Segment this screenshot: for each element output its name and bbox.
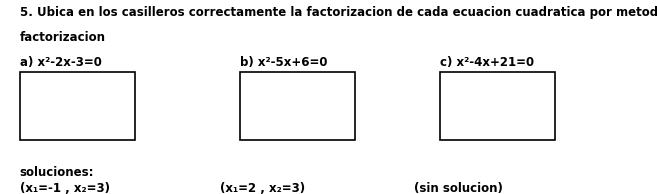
Text: c) x²-4x+21=0: c) x²-4x+21=0 [440,56,534,69]
Text: (x₁=-1 , x₂=3): (x₁=-1 , x₂=3) [20,182,110,194]
Text: (x₁=2 , x₂=3): (x₁=2 , x₂=3) [220,182,306,194]
Text: a) x²-2x-3=0: a) x²-2x-3=0 [20,56,102,69]
Text: 5. Ubica en los casilleros correctamente la factorizacion de cada ecuacion cuadr: 5. Ubica en los casilleros correctamente… [20,6,657,19]
Text: (sin solucion): (sin solucion) [414,182,503,194]
Text: soluciones:: soluciones: [20,166,94,179]
Bar [440,72,555,140]
Text: b) x²-5x+6=0: b) x²-5x+6=0 [240,56,327,69]
Bar [240,72,355,140]
Text: factorizacion: factorizacion [20,31,106,44]
Bar [20,72,135,140]
